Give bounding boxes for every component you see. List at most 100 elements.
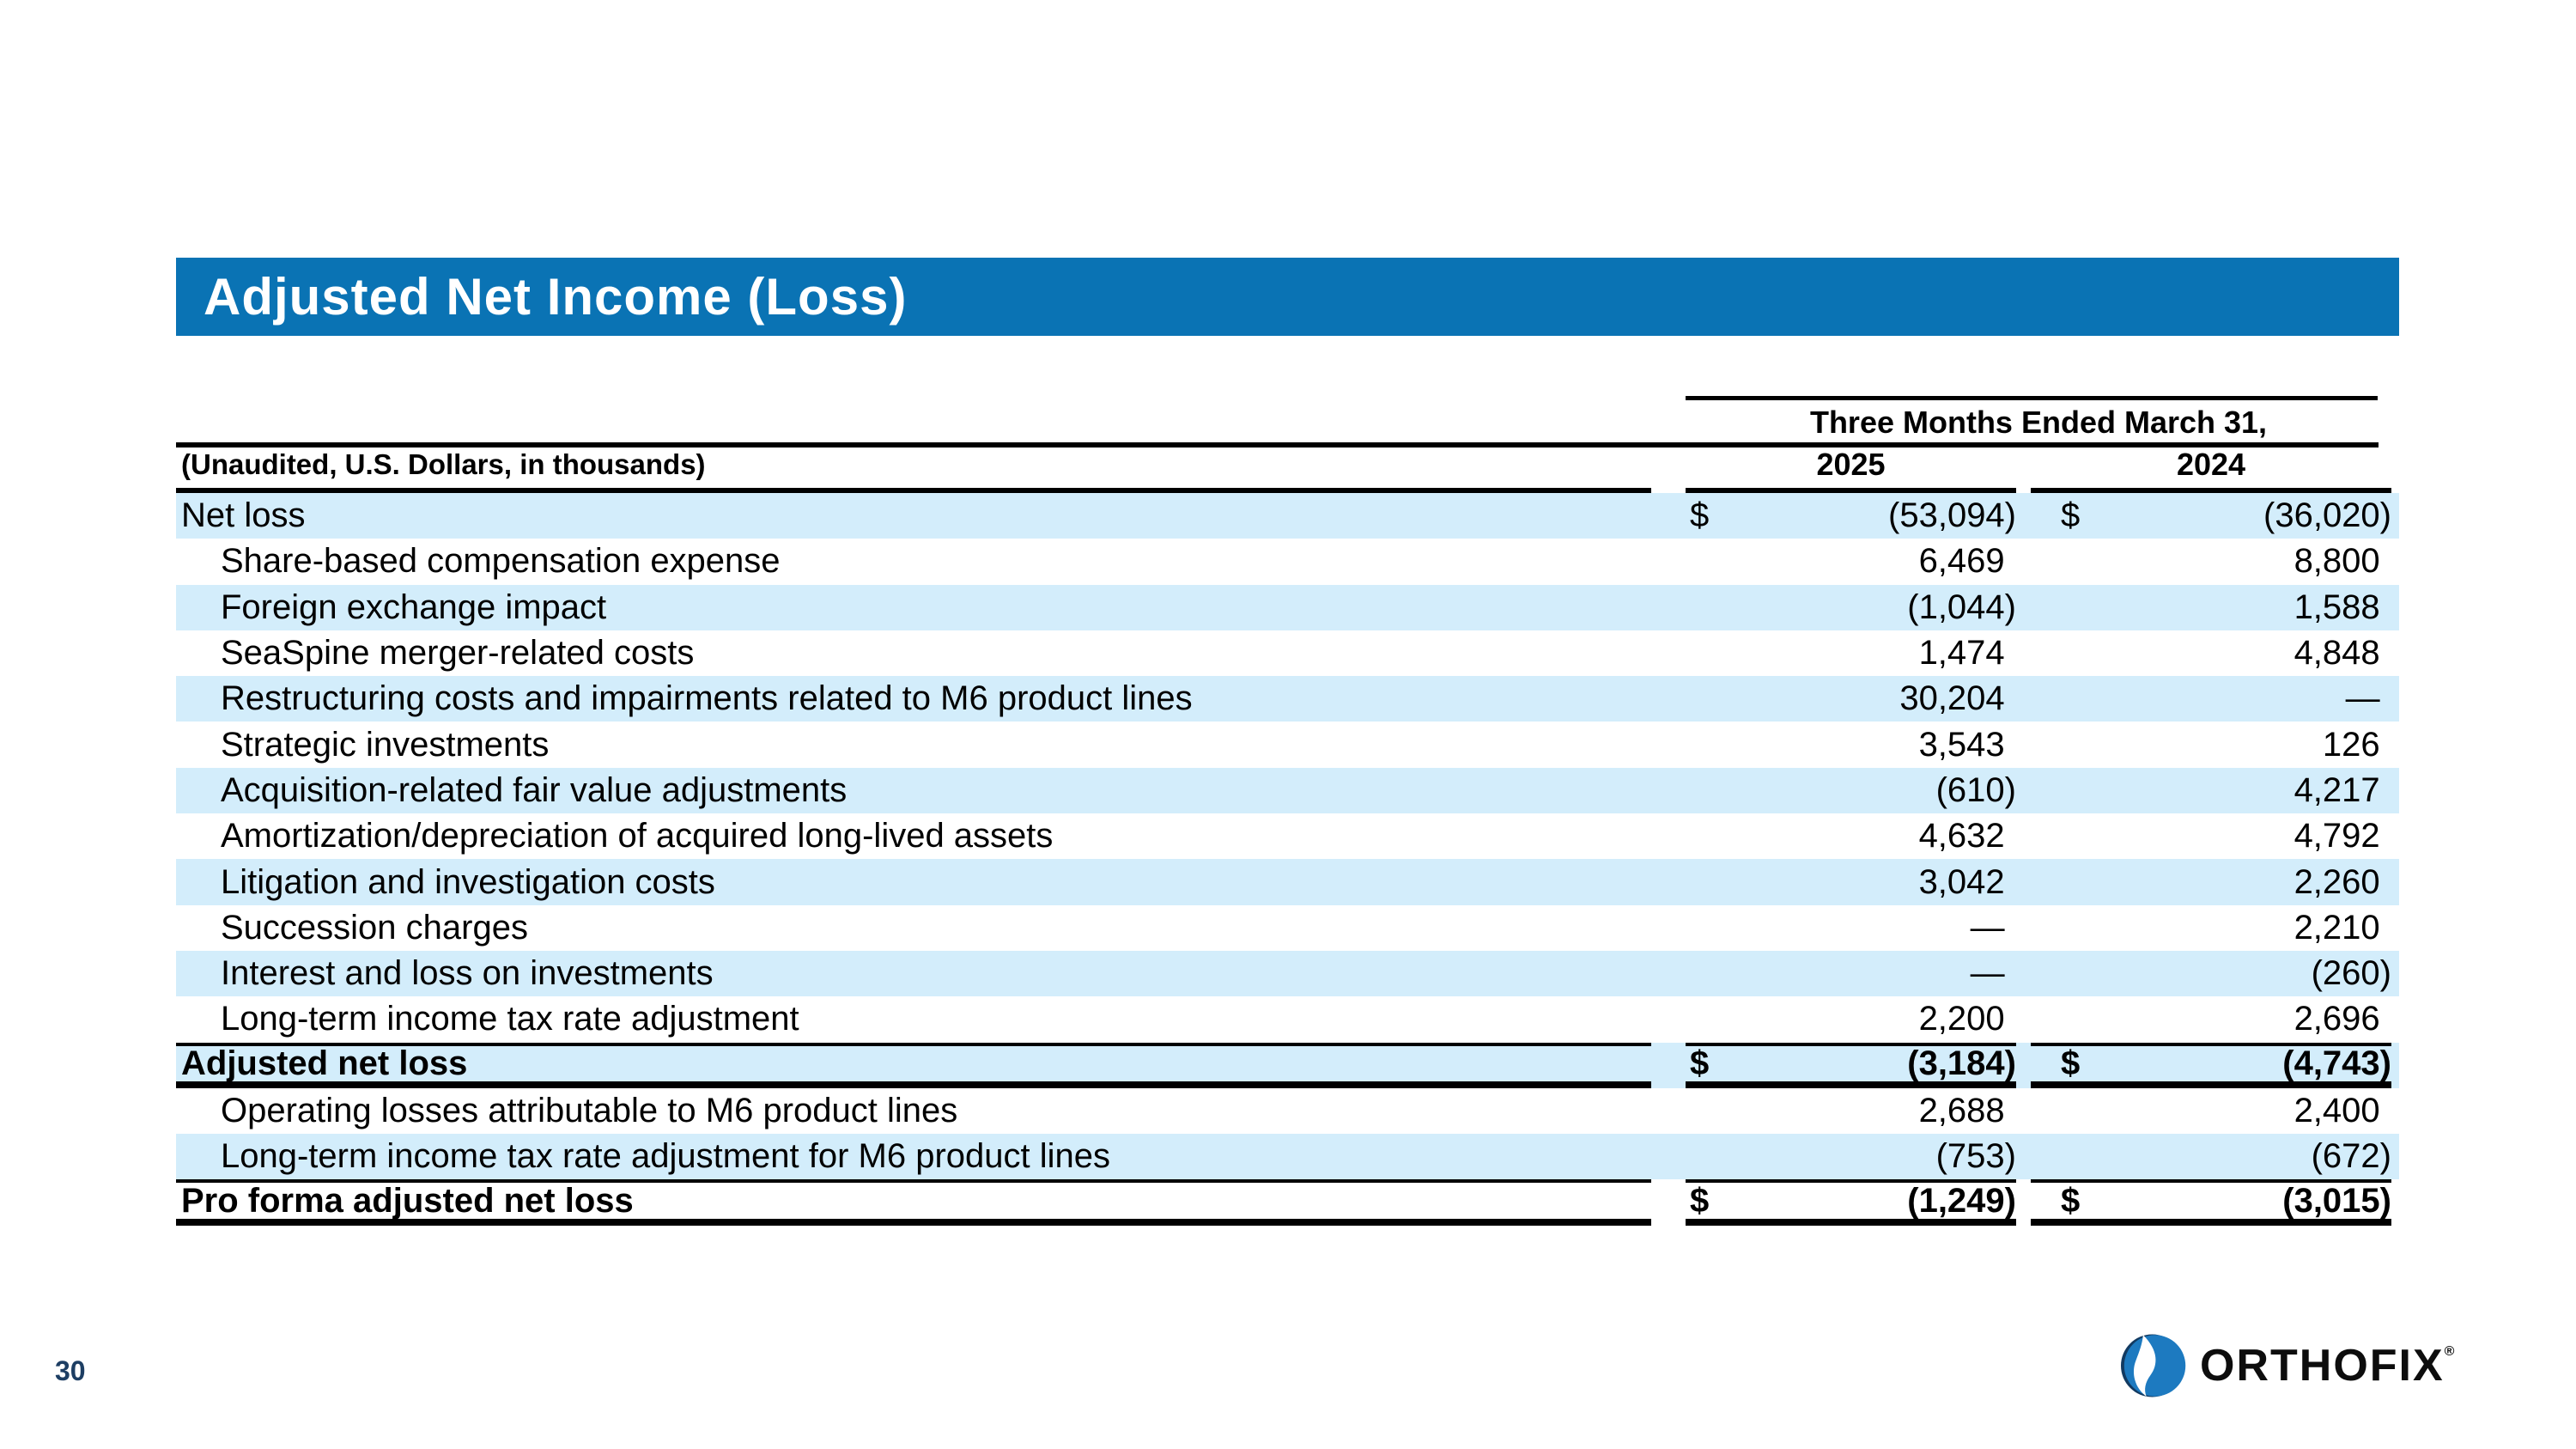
value-2025: $ (1,249) (1686, 1179, 2016, 1226)
row-label: Amortization/depreciation of acquired lo… (221, 817, 1054, 855)
table-row: Succession charges —) 2,210) (176, 905, 2399, 951)
value-2025: (610) (1686, 768, 2016, 813)
value-2025: 3,042) (1686, 859, 2016, 904)
amount: 3,042) (1918, 862, 2005, 901)
amount: (260) (2311, 954, 2391, 993)
row-label: Operating losses attributable to M6 prod… (221, 1092, 958, 1129)
column-spacer (1651, 493, 1686, 539)
column-spacer (2016, 585, 2031, 630)
column-spacer (2391, 447, 2399, 493)
table-row: Operating losses attributable to M6 prod… (176, 1088, 2399, 1134)
amount: 126) (2322, 725, 2380, 764)
table-row: Foreign exchange impact (1,044) 1,588) (176, 584, 2399, 630)
column-spacer (2391, 1043, 2399, 1088)
table-row: Pro forma adjusted net loss $ (1,249) $ (3,0… (176, 1179, 2399, 1226)
row-label: Long-term income tax rate adjustment (221, 1000, 799, 1038)
value-2024: $ (3,015) (2031, 1179, 2391, 1226)
column-spacer (1651, 539, 1686, 584)
column-spacer (2391, 493, 2399, 539)
column-spacer (1651, 447, 1686, 493)
table-header-row: (Unaudited, U.S. Dollars, in thousands) … (176, 447, 2399, 493)
row-label: Foreign exchange impact (221, 588, 607, 626)
registered-mark: ® (2444, 1344, 2455, 1359)
value-2024: 4,217) (2031, 768, 2391, 813)
table-row: Amortization/depreciation of acquired lo… (176, 813, 2399, 859)
row-label: SeaSpine merger-related costs (221, 634, 695, 673)
column-header-2025: 2025 (1686, 447, 2016, 493)
amount: (1,249) (1907, 1181, 2016, 1220)
column-spacer (1651, 630, 1686, 676)
currency-symbol: $ (2061, 1181, 2081, 1220)
value-2024: 2,400) (2031, 1088, 2391, 1134)
amount: 2,210) (2293, 908, 2380, 947)
row-label: Adjusted net loss (176, 1042, 1651, 1088)
column-spacer (2391, 951, 2399, 996)
amount: 1,474) (1918, 634, 2005, 673)
column-spacer (2391, 721, 2399, 767)
column-spacer (2391, 905, 2399, 951)
value-2024: 1,588) (2031, 585, 2391, 630)
value-2025: $ (53,094) (1686, 493, 2016, 539)
value-2025: —) (1686, 951, 2016, 996)
column-spacer (2016, 493, 2031, 539)
amount: (53,094) (1888, 496, 2016, 535)
value-2025: —) (1686, 905, 2016, 951)
column-spacer (2016, 905, 2031, 951)
value-2024: $ (36,020) (2031, 493, 2391, 539)
column-spacer (1651, 1043, 1686, 1088)
amount: 4,217) (2293, 770, 2380, 809)
column-spacer (1651, 768, 1686, 813)
column-spacer (2391, 859, 2399, 904)
amount: 30,204) (1899, 679, 2005, 718)
row-label: Share-based compensation expense (221, 542, 781, 581)
column-spacer (2016, 1179, 2031, 1225)
orthofix-logo: ORTHOFIX ® (2121, 1332, 2454, 1399)
column-spacer (1651, 1134, 1686, 1179)
orthofix-logotype: ORTHOFIX (2200, 1341, 2445, 1391)
amount: 8,800) (2293, 542, 2380, 581)
currency-symbol: $ (2061, 496, 2081, 535)
title-bar: Adjusted Net Income (Loss) (176, 258, 2399, 336)
table-row: Interest and loss on investments —) (260) (176, 950, 2399, 997)
column-spacer (1651, 1179, 1686, 1225)
column-spacer (1651, 951, 1686, 996)
table-row: Restructuring costs and impairments rela… (176, 676, 2399, 722)
column-spacer (1651, 676, 1686, 721)
table-row: Acquisition-related fair value adjustmen… (176, 767, 2399, 814)
currency-symbol: $ (1690, 496, 1710, 535)
currency-symbol: $ (2061, 1044, 2081, 1082)
amount: 1,588) (2293, 588, 2380, 626)
value-2025: $ (3,184) (1686, 1042, 2016, 1088)
column-spacer (2391, 813, 2399, 859)
column-spacer (1651, 721, 1686, 767)
value-2024: 4,848) (2031, 630, 2391, 676)
slide-title: Adjusted Net Income (Loss) (204, 268, 908, 326)
value-2024: $ (4,743) (2031, 1042, 2391, 1088)
value-2024: 2,210) (2031, 905, 2391, 951)
orthofix-globe-icon (2121, 1334, 2186, 1397)
value-2025: (753) (1686, 1134, 2016, 1179)
table-row: SeaSpine merger-related costs 1,474) 4,848… (176, 630, 2399, 676)
value-2024: (672) (2031, 1134, 2391, 1179)
table-row: Long-term income tax rate adjustment 2,20… (176, 996, 2399, 1042)
column-spacer (1651, 996, 1686, 1042)
amount: 4,848) (2293, 634, 2380, 673)
column-spacer (2391, 996, 2399, 1042)
value-2024: 2,260) (2031, 859, 2391, 904)
amount: 4,792) (2293, 817, 2380, 855)
column-spacer (2016, 768, 2031, 813)
value-2024: (260) (2031, 951, 2391, 996)
column-spacer (2016, 630, 2031, 676)
row-label: Strategic investments (221, 725, 550, 764)
value-2024: 8,800) (2031, 539, 2391, 584)
column-spacer (2391, 768, 2399, 813)
unaudited-note: (Unaudited, U.S. Dollars, in thousands) (176, 447, 1651, 493)
currency-symbol: $ (1690, 1181, 1710, 1220)
column-spacer (2016, 951, 2031, 996)
row-label: Pro forma adjusted net loss (176, 1179, 1651, 1226)
amount: (753) (1935, 1137, 2016, 1176)
amount: 2,688) (1918, 1092, 2005, 1129)
period-header-top-rule (1686, 396, 2378, 400)
column-spacer (2391, 676, 2399, 721)
